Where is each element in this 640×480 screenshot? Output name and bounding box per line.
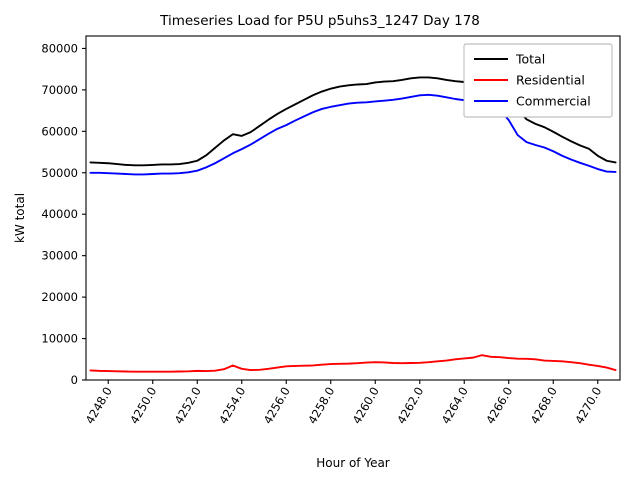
x-tick-label: 4252.0	[172, 385, 204, 427]
y-tick-label: 40000	[41, 207, 78, 221]
series-line-total	[89, 76, 617, 167]
x-tick-label: 4270.0	[572, 385, 604, 427]
x-tick-label: 4248.0	[83, 385, 115, 427]
legend-label-total: Total	[515, 52, 545, 67]
series-lines	[89, 76, 617, 373]
y-tick-label: 80000	[41, 41, 78, 55]
x-tick-label: 4260.0	[350, 385, 382, 427]
chart-legend: Total Residential Commercial	[463, 43, 613, 118]
legend-label-commercial: Commercial	[516, 94, 591, 109]
series-line-commercial	[89, 93, 617, 176]
y-tick-label: 10000	[41, 332, 78, 346]
y-tick-label: 70000	[41, 83, 78, 97]
x-tick-label: 4264.0	[439, 385, 471, 427]
plot-frame	[85, 35, 621, 381]
y-axis-ticks: 0 10000 20000 30000 40000 50000 60000 70000 8000…	[41, 41, 86, 387]
x-tick-label: 4254.0	[216, 385, 248, 427]
chart-title-group: Timeseries Load for P5U p5uhs3_1247 Day …	[159, 13, 480, 29]
y-tick-label: 50000	[41, 166, 78, 180]
x-axis-label: Hour of Year	[316, 456, 390, 470]
x-tick-label: 4266.0	[483, 385, 515, 427]
legend-box	[463, 43, 613, 118]
series-line-residential	[89, 354, 617, 373]
x-tick-label: 4262.0	[394, 385, 426, 427]
x-tick-label: 4250.0	[127, 385, 159, 427]
x-tick-label: 4268.0	[528, 385, 560, 427]
legend-label-residential: Residential	[516, 73, 585, 88]
y-tick-label: 30000	[41, 249, 78, 263]
y-tick-label: 20000	[41, 290, 78, 304]
y-tick-label: 60000	[41, 124, 78, 138]
y-axis-label: kW total	[13, 193, 27, 243]
chart-title: Timeseries Load for P5U p5uhs3_1247 Day …	[159, 13, 480, 29]
y-tick-label: 0	[71, 373, 78, 387]
x-tick-label: 4256.0	[261, 385, 293, 427]
x-axis-ticks: 4248.0 4250.0 4252.0 4254.0 4256.0 4258.0 4260…	[83, 380, 604, 427]
x-tick-label: 4258.0	[305, 385, 337, 427]
